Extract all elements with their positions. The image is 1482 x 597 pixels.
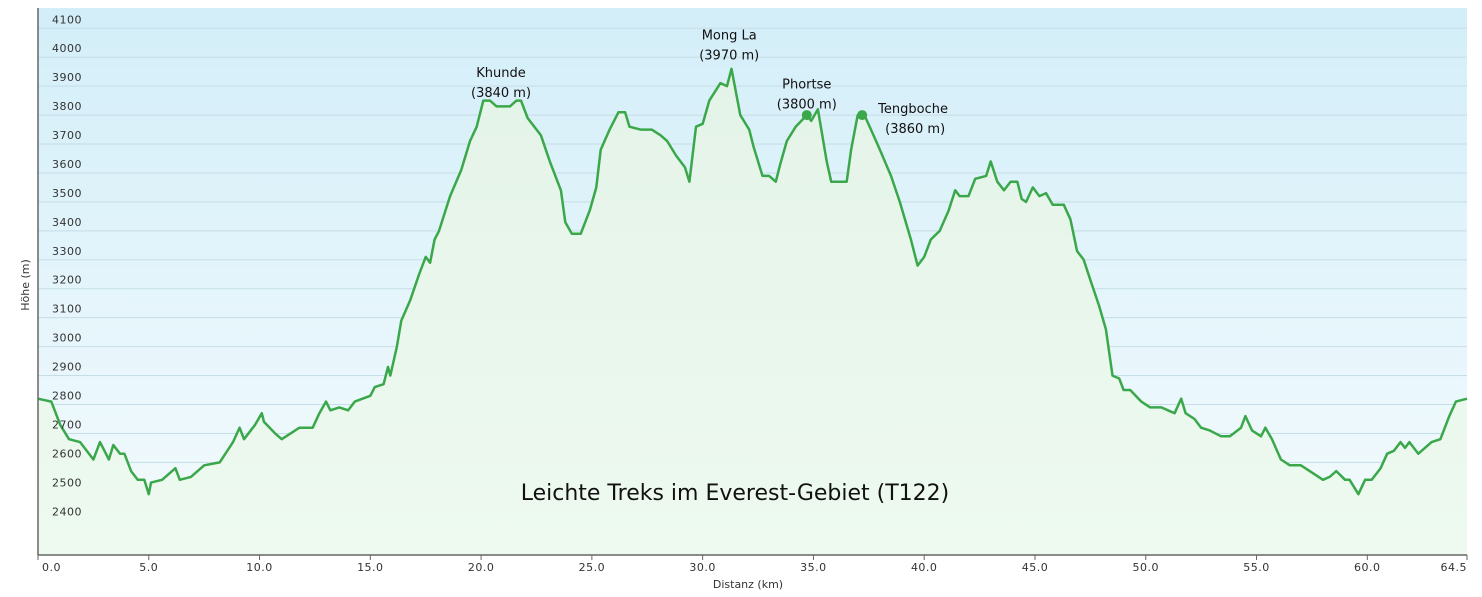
x-tick-label: 20.0 [468,561,495,574]
y-tick-label: 3200 [52,274,82,287]
y-tick-label: 3600 [52,158,82,171]
x-tick-label: 10.0 [246,561,273,574]
annotation-name: Mong La [702,28,757,43]
y-tick-label: 4000 [52,42,82,55]
annotation-marker [801,110,812,121]
y-tick-label: 3800 [52,100,82,113]
x-axis-label: Distanz (km) [713,578,783,591]
y-tick-label: 3700 [52,129,82,142]
x-tick-label: 5.0 [139,561,158,574]
x-tick-label: 64.5 [1441,561,1468,574]
y-tick-label: 2900 [52,361,82,374]
annotation-value: (3970 m) [699,48,759,63]
y-tick-label: 4100 [52,13,82,26]
series: Khunde (3840 m) Mong La (3970 m) Phortse (380… [37,28,1468,556]
y-tick-label: 2500 [52,476,82,489]
x-tick-label: 30.0 [689,561,716,574]
y-tick-label: 2700 [52,418,82,431]
annotation-name: Tengboche [877,102,948,117]
area-fill [38,68,1467,556]
y-tick-label: 3500 [52,187,82,200]
annotation-value: (3840 m) [471,86,531,101]
y-tick-label: 3900 [52,71,82,84]
y-tick-label: 3100 [52,303,82,316]
x-tick-label: 55.0 [1243,561,1270,574]
x-tick-label: 35.0 [800,561,827,574]
y-tick-label: 2400 [52,505,82,518]
annotation-marker [857,110,868,121]
y-axis-label: Höhe (m) [19,259,32,311]
y-tick-label: 2600 [52,447,82,460]
annotation-name: Phortse [782,78,831,93]
annotation-name: Khunde [476,66,526,81]
x-tick-label: 45.0 [1022,561,1049,574]
axes: 2400 2500 2600 2700 2800 2900 3000 3100 3200 3300… [37,8,1468,574]
y-tick-label: 3300 [52,245,82,258]
y-tick-label: 3000 [52,332,82,345]
elevation-line [37,67,1468,496]
x-tick-label: 40.0 [911,561,938,574]
y-tick-label: 2800 [52,390,82,403]
x-tick-label: 25.0 [579,561,606,574]
x-tick-label: 50.0 [1133,561,1160,574]
annotation-value: (3800 m) [777,98,837,113]
annotation-value: (3860 m) [885,122,945,137]
y-tick-label: 3400 [52,216,82,229]
x-tick-label: 0.0 [42,561,61,574]
chart-title: Leichte Treks im Everest-Gebiet (T122) [521,481,950,506]
x-tick-label: 15.0 [357,561,384,574]
x-tick-label: 60.0 [1354,561,1381,574]
